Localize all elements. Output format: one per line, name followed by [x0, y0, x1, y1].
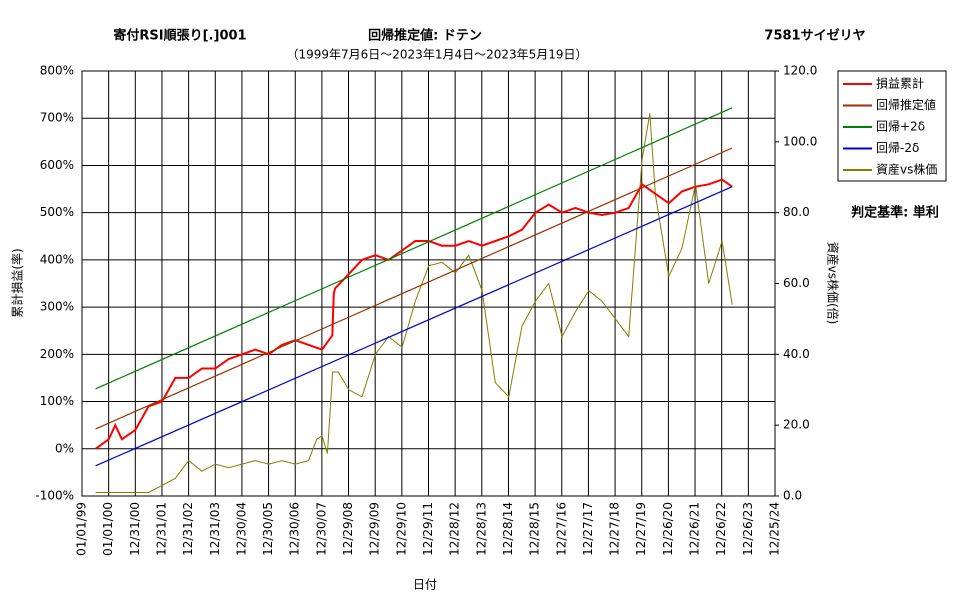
x-tick-label: 12/31/02 — [181, 502, 195, 556]
data-line — [95, 147, 733, 430]
x-tick-label: 12/26/22 — [714, 502, 728, 556]
x-tick-label: 12/27/17 — [581, 502, 595, 556]
y-axis-label: 累計損益(率) — [10, 248, 25, 317]
data-line — [95, 186, 733, 467]
legend-label: 回帰+2δ — [876, 120, 925, 134]
x-tick-label: 12/30/06 — [288, 502, 302, 556]
legend-label: 資産vs株価 — [876, 162, 937, 177]
y2-tick-label: 120.0 — [783, 64, 817, 78]
y2-tick-label: 60.0 — [783, 276, 810, 290]
legend-label: 回帰-2δ — [876, 141, 919, 155]
y-tick-label: 100% — [40, 394, 74, 408]
y2-axis-label: 資産vs株価(倍) — [826, 242, 841, 325]
x-axis-label: 日付 — [413, 578, 437, 592]
y-tick-label: -100% — [35, 489, 74, 503]
x-tick-label: 12/28/13 — [474, 502, 488, 556]
y-tick-label: 600% — [40, 158, 74, 172]
x-tick-label: 01/01/99 — [75, 502, 89, 556]
chart-subtitle: （1999年7月6日～2023年1月4日～2023年5月19日） — [286, 48, 587, 62]
x-tick-label: 12/31/00 — [128, 502, 142, 556]
x-tick-label: 12/29/11 — [421, 502, 435, 556]
x-tick-label: 12/25/24 — [768, 502, 782, 556]
x-tick-label: 12/30/07 — [314, 502, 328, 556]
legend-label: 損益累計 — [876, 76, 924, 91]
legend-label: 回帰推定値 — [876, 97, 936, 112]
y2-tick-label: 20.0 — [783, 418, 810, 432]
annotation: 判定基準: 単利 — [851, 205, 939, 221]
data-line — [95, 113, 733, 493]
annotation: 回帰推定値: ドテン — [368, 28, 482, 44]
data-line — [95, 107, 733, 390]
y-tick-label: 500% — [40, 205, 74, 219]
x-tick-label: 12/31/01 — [154, 502, 168, 556]
x-tick-label: 12/28/15 — [528, 502, 542, 556]
x-tick-label: 12/30/04 — [234, 502, 248, 556]
x-tick-label: 12/28/12 — [448, 502, 462, 556]
y2-tick-label: 40.0 — [783, 347, 810, 361]
x-tick-label: 12/27/16 — [554, 502, 568, 556]
x-tick-label: 12/26/20 — [661, 502, 675, 556]
x-tick-label: 12/30/05 — [261, 502, 275, 556]
x-tick-label: 12/26/23 — [741, 502, 755, 556]
y-tick-label: 400% — [40, 252, 74, 266]
y-tick-label: 200% — [40, 347, 74, 361]
y-tick-label: 300% — [40, 300, 74, 314]
data-line — [95, 178, 733, 450]
x-tick-label: 12/29/09 — [368, 502, 382, 556]
y-tick-label: 800% — [40, 64, 74, 78]
plot-border — [81, 70, 776, 497]
y-tick-label: 0% — [55, 441, 74, 455]
x-tick-label: 12/29/08 — [341, 502, 355, 556]
x-tick-label: 12/27/19 — [634, 502, 648, 556]
x-tick-label: 01/01/00 — [101, 502, 115, 556]
x-tick-label: 12/26/21 — [688, 502, 702, 556]
y2-tick-label: 100.0 — [783, 134, 817, 148]
annotation: 7581サイゼリヤ — [764, 28, 865, 44]
x-tick-label: 12/31/03 — [208, 502, 222, 556]
x-tick-label: 12/27/18 — [608, 502, 622, 556]
y2-tick-label: 0.0 — [783, 489, 802, 503]
x-tick-label: 12/29/10 — [394, 502, 408, 556]
y2-tick-label: 80.0 — [783, 205, 810, 219]
y-tick-label: 700% — [40, 111, 74, 125]
chart-title: 寄付RSI順張り[.]001 — [113, 28, 246, 44]
x-tick-label: 12/28/14 — [501, 502, 515, 556]
